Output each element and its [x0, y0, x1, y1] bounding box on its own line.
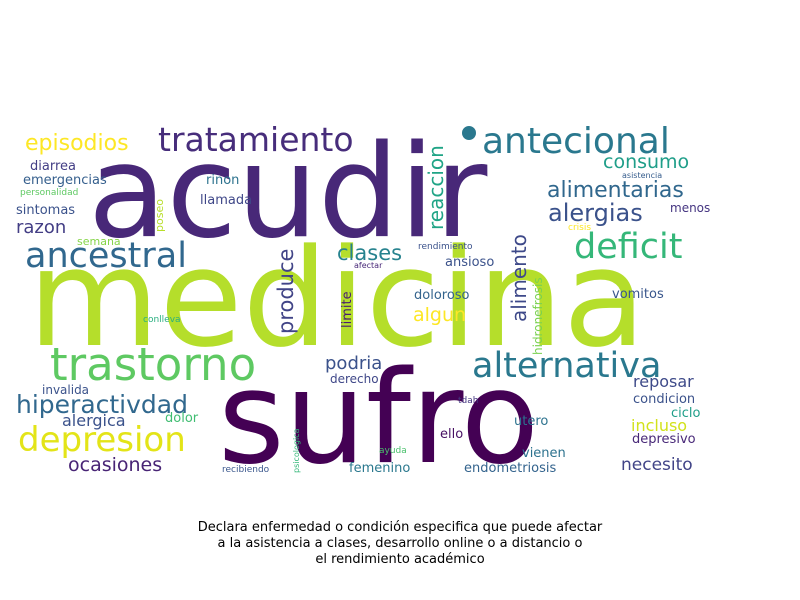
word-clases: clases	[337, 241, 402, 265]
word-sufro: sufro	[218, 344, 539, 493]
word-rendimiento: rendimiento	[418, 242, 473, 252]
word-ocasiones: ocasiones	[68, 454, 162, 476]
word-consumo: consumo	[603, 151, 689, 173]
word-alergica: alergica	[62, 411, 126, 430]
word-depresivo: depresivo	[632, 432, 696, 447]
word-personalidad: personalidad	[20, 188, 78, 198]
word-conlleva: conlleva	[143, 315, 181, 325]
caption-line-3: el rendimiento académico	[315, 552, 485, 567]
word-alimento: alimento	[507, 234, 531, 322]
word-asistencia: asistencia	[622, 171, 662, 180]
word-incluso: incluso	[631, 416, 687, 435]
word-menos: menos	[670, 201, 710, 215]
word-trastorno: trastorno	[50, 338, 256, 391]
word-tdah: tdah	[458, 396, 478, 406]
word-poseo: poseo	[153, 199, 166, 232]
caption-line-1: Declara enfermedad o condición especific…	[197, 520, 603, 535]
word-ello: ello	[440, 427, 463, 442]
word-ancestral: ancestral	[25, 236, 187, 276]
word-produce: produce	[274, 249, 298, 334]
word-femenino: femenino	[349, 461, 410, 476]
word-alimentarias: alimentarias	[547, 178, 684, 203]
word-ansioso: ansioso	[445, 255, 494, 270]
word-recibiendo: recibiendo	[222, 465, 270, 475]
word-acudir: acudir	[88, 118, 488, 267]
word-medicina: medicina	[28, 220, 646, 377]
word-condicion: condicion	[633, 392, 695, 407]
word-ciclo: ciclo	[671, 406, 701, 421]
word-vienen: vienen	[522, 446, 566, 461]
word-alergias: alergias	[548, 199, 643, 227]
word-emergencias: emergencias	[23, 173, 107, 188]
word-afectar: afectar	[354, 261, 383, 270]
word-dolor: dolor	[165, 411, 199, 426]
word-diarrea: diarrea	[30, 159, 76, 174]
word-llamada: llamada	[200, 193, 252, 208]
caption-line-2: a la asistencia a clases, desarrollo onl…	[217, 536, 583, 551]
word-antecional: antecional	[482, 121, 670, 162]
word-derecho: derecho	[330, 372, 379, 386]
word-psicologica: psicologica	[292, 428, 301, 473]
word-semana: semana	[77, 235, 121, 248]
word-razon: razon	[16, 217, 66, 238]
word-reaccion: reaccion	[424, 145, 448, 230]
word-endometriosis: endometriosis	[464, 461, 556, 476]
word-dot-decoration	[462, 126, 476, 140]
word-podria: podria	[325, 353, 382, 374]
word-doloroso: doloroso	[414, 288, 470, 303]
word-vomitos: vomitos	[612, 287, 664, 302]
word-depresion: depresion	[18, 420, 186, 460]
word-crisis: crisis	[568, 223, 591, 233]
word-utero: utero	[514, 414, 548, 429]
word-deficit: deficit	[574, 227, 683, 267]
word-reposar: reposar	[633, 372, 694, 391]
word-invalida: invalida	[42, 383, 89, 397]
word-tratamiento: tratamiento	[158, 120, 354, 159]
word-sintomas: sintomas	[16, 203, 75, 218]
word-hidronefrosis: hidronefrosis	[531, 277, 545, 355]
word-hiperactivdad: hiperactivdad	[16, 390, 188, 419]
word-episodios: episodios	[25, 131, 129, 156]
word-algun: algun	[413, 304, 466, 326]
word-rinon: rinon	[206, 173, 239, 188]
word-necesito: necesito	[621, 455, 693, 475]
word-ayuda: ayuda	[379, 446, 407, 456]
word-alternativa: alternativa	[472, 346, 661, 386]
word-limite: limite	[340, 291, 355, 328]
